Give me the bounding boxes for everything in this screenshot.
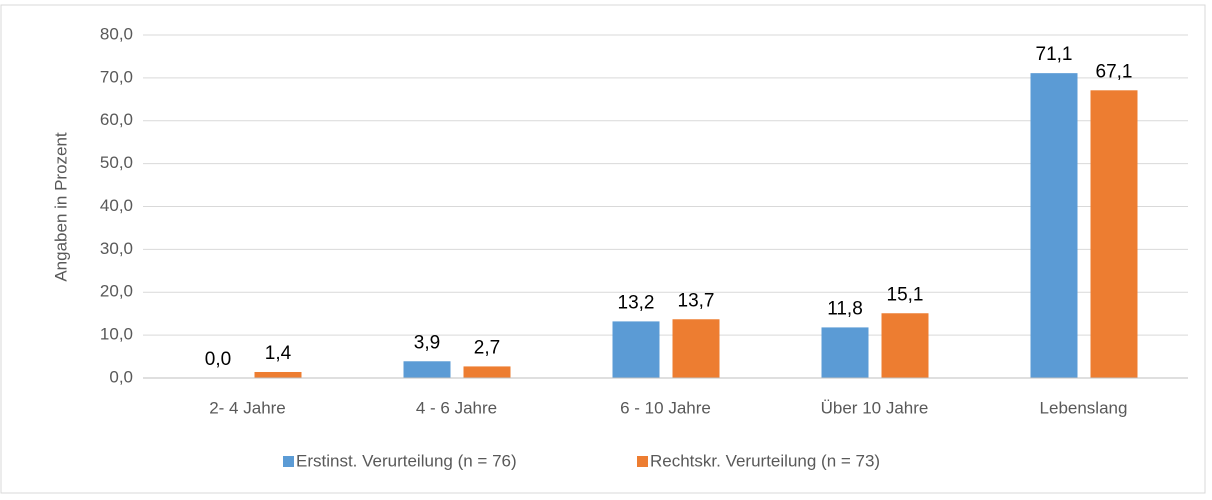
y-tick-label: 0,0: [109, 367, 133, 386]
y-tick-label: 50,0: [100, 153, 133, 172]
bar: [881, 313, 929, 378]
y-tick-label: 20,0: [100, 282, 133, 301]
data-label: 15,1: [887, 284, 924, 305]
x-tick-label: 2- 4 Jahre: [209, 398, 286, 417]
y-tick-label: 70,0: [100, 67, 133, 86]
x-tick-label: 6 - 10 Jahre: [620, 398, 711, 417]
bar: [403, 361, 451, 378]
data-label: 1,4: [265, 343, 292, 364]
legend-swatch: [283, 456, 294, 467]
data-label: 13,7: [678, 290, 715, 311]
bar: [463, 366, 511, 378]
legend-label: Erstinst. Verurteilung (n = 76): [296, 451, 517, 470]
y-tick-label: 40,0: [100, 196, 133, 215]
bar: [254, 371, 302, 378]
data-label: 3,9: [414, 332, 440, 353]
x-tick-label: Über 10 Jahre: [821, 398, 929, 417]
legend-swatch: [637, 456, 648, 467]
data-label: 71,1: [1036, 44, 1073, 65]
x-tick-label: Lebenslang: [1040, 398, 1128, 417]
data-label: 67,1: [1096, 61, 1133, 82]
data-label: 13,2: [618, 292, 655, 313]
bar: [612, 321, 660, 378]
legend-label: Rechtskr. Verurteilung (n = 73): [650, 451, 880, 470]
bar: [1090, 90, 1138, 378]
y-axis-title: Angaben in Prozent: [51, 132, 70, 282]
bar: [672, 319, 720, 378]
x-tick-label: 4 - 6 Jahre: [416, 398, 497, 417]
bar: [821, 327, 869, 378]
y-tick-label: 30,0: [100, 239, 133, 258]
y-tick-label: 10,0: [100, 325, 133, 344]
y-tick-label: 80,0: [100, 24, 133, 43]
bar: [1030, 73, 1078, 378]
data-label: 0,0: [205, 349, 231, 370]
y-tick-label: 60,0: [100, 110, 133, 129]
data-label: 11,8: [827, 298, 863, 319]
data-label: 2,7: [474, 337, 500, 358]
